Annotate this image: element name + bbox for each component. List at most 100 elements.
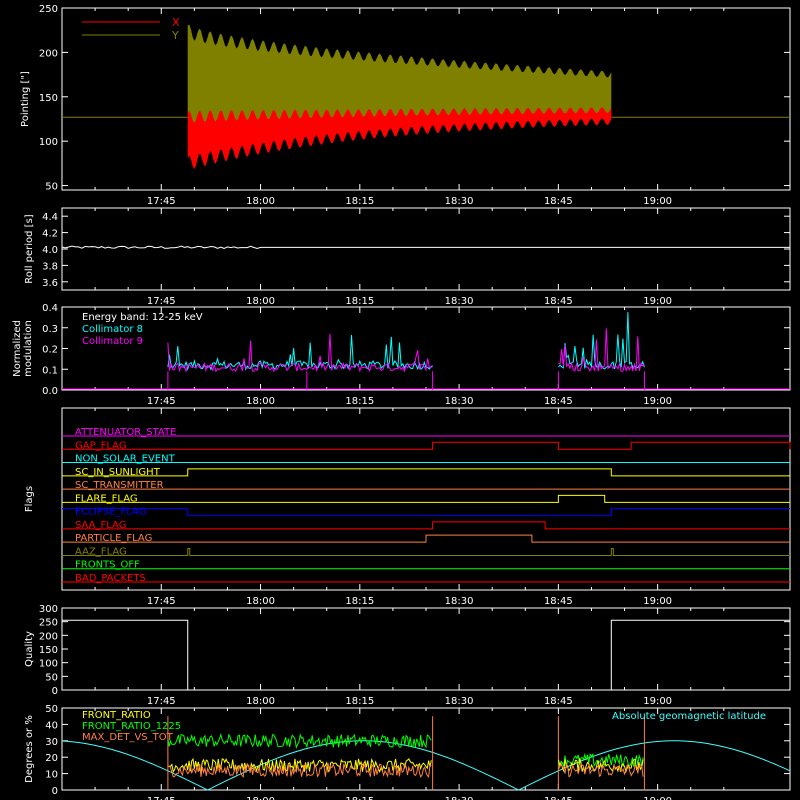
x-tick-label: 18:30 [445, 196, 474, 207]
x-tick-label: 18:00 [246, 596, 275, 607]
x-tick-label: 17:45 [147, 196, 176, 207]
series-line [167, 333, 433, 373]
x-tick-label: 17:45 [147, 396, 176, 407]
series-line-latitude [61, 740, 791, 791]
y-tick-label: 200 [39, 631, 58, 642]
series-line [167, 757, 432, 774]
x-tick-label: 18:45 [544, 196, 573, 207]
y-axis-label: Flags [24, 486, 35, 512]
y-tick-label: 50 [45, 672, 58, 683]
panel-pointing: 17:45 18:00 18:15 18:30 18:45 19:00 50 100 150 20… [20, 4, 791, 207]
y-tick-label: 50 [45, 182, 58, 193]
flag-label: SC_TRANSMITTER [75, 480, 164, 491]
y-tick-label: 0 [52, 786, 58, 797]
series-line [62, 619, 790, 691]
series-line [167, 732, 432, 750]
panel-roll_period: 17:45 18:00 18:15 18:30 18:45 19:00 3.6 3.8 4.0 4… [24, 207, 791, 307]
y-tick-label: 200 [39, 48, 58, 59]
x-tick-label: 18:00 [246, 296, 275, 307]
y-axis-label: Pointing ["] [20, 71, 31, 127]
series-line [558, 312, 645, 370]
series-line [557, 752, 644, 768]
series-area-y [187, 24, 612, 130]
x-tick-label: 18:15 [345, 796, 374, 800]
y-tick-label: 30 [45, 737, 58, 748]
y-tick-label: 20 [45, 753, 58, 764]
y-tick-label: 300 [39, 604, 58, 615]
series-line [61, 245, 790, 250]
flag-label: ATTENUATOR_STATE [75, 427, 176, 438]
y-tick-label: 150 [39, 93, 58, 104]
y-tick-label: 4.4 [42, 212, 58, 223]
y-tick-label: 0.1 [42, 365, 58, 376]
series-line [558, 762, 644, 778]
flag-label: BAD_PACKETS [75, 573, 146, 584]
panel-quality: 17:45 18:00 18:15 18:30 18:45 19:00 0 50 100 150 2… [24, 604, 791, 707]
x-tick-label: 18:45 [544, 296, 573, 307]
x-tick-label: 17:45 [147, 796, 176, 800]
flag-label: NON_SOLAR_EVENT [75, 454, 176, 465]
y-axis-label: Roll period [s] [24, 214, 35, 283]
y-axis-label: Degrees or % [24, 715, 35, 783]
x-tick-label: 18:30 [445, 796, 474, 800]
panel-modulation: 17:45 18:00 18:15 18:30 18:45 19:00 0.0 0.1 0.2 0… [12, 303, 791, 407]
y-tick-label: 4.0 [42, 245, 58, 256]
series-line [558, 328, 645, 373]
flag-label: ECLIPSE_FLAG [75, 507, 146, 518]
x-tick-label: 17:45 [147, 696, 176, 707]
x-tick-label: 18:45 [544, 696, 573, 707]
flag-line [62, 494, 790, 503]
y-tick-label: 150 [39, 645, 58, 656]
y-tick-label: 100 [39, 659, 58, 670]
x-tick-label: 18:00 [246, 396, 275, 407]
x-tick-label: 19:00 [643, 796, 672, 800]
y-tick-label: 0.3 [42, 324, 58, 335]
legend-label: X [172, 16, 180, 29]
x-tick-label: 18:30 [445, 596, 474, 607]
flag-line [62, 521, 790, 530]
x-tick-label: 19:00 [643, 296, 672, 307]
x-tick-label: 19:00 [643, 696, 672, 707]
y-tick-label: 250 [39, 4, 58, 15]
flag-label: GAP_FLAG [75, 440, 127, 451]
flag-line [62, 468, 790, 477]
x-tick-label: 18:15 [345, 296, 374, 307]
x-tick-label: 19:00 [643, 596, 672, 607]
y-tick-label: 3.6 [42, 278, 58, 289]
x-tick-label: 18:15 [345, 696, 374, 707]
flag-line [62, 441, 791, 450]
legend-label-latitude: Absolute geomagnetic latitude [612, 711, 766, 722]
x-tick-label: 18:15 [345, 396, 374, 407]
y-tick-label: 250 [39, 618, 58, 629]
y-tick-label: 3.8 [42, 261, 58, 272]
x-tick-label: 18:15 [345, 196, 374, 207]
x-tick-label: 18:45 [544, 596, 573, 607]
flag-label: FLARE_FLAG [75, 493, 138, 504]
y-tick-label: 4.2 [42, 229, 58, 240]
flag-label: SC_IN_SUNLIGHT [75, 467, 161, 478]
y-tick-label: 0.0 [42, 386, 58, 397]
x-tick-label: 19:00 [643, 396, 672, 407]
panel-flags: 17:45 18:00 18:15 18:30 18:45 19:00 Flags ATTEN… [24, 407, 791, 607]
x-tick-label: 18:45 [544, 796, 573, 800]
x-tick-label: 18:30 [445, 396, 474, 407]
legend-label: Collimator 8 [82, 324, 143, 335]
y-axis-label: modulation [23, 320, 34, 377]
legend-label: FRONT_RATIO_1225 [82, 721, 181, 732]
y-tick-label: 0.4 [42, 303, 58, 314]
x-tick-label: 17:45 [147, 296, 176, 307]
y-tick-label: 100 [39, 137, 58, 148]
x-tick-label: 19:00 [643, 196, 672, 207]
y-tick-label: 10 [45, 770, 58, 781]
legend-label: Collimator 9 [82, 336, 143, 347]
flag-line [62, 534, 790, 543]
flag-label: FRONTS_OFF [75, 560, 140, 571]
flag-line [62, 508, 790, 517]
legend-label: Y [171, 29, 179, 42]
x-tick-label: 18:30 [445, 296, 474, 307]
legend-label: FRONT_RATIO [82, 710, 151, 721]
x-tick-label: 18:00 [246, 796, 275, 800]
flag-label: PARTICLE_FLAG [75, 533, 152, 544]
x-tick-label: 18:15 [345, 596, 374, 607]
legend-label: MAX_DET_VS_TOT [82, 732, 174, 743]
